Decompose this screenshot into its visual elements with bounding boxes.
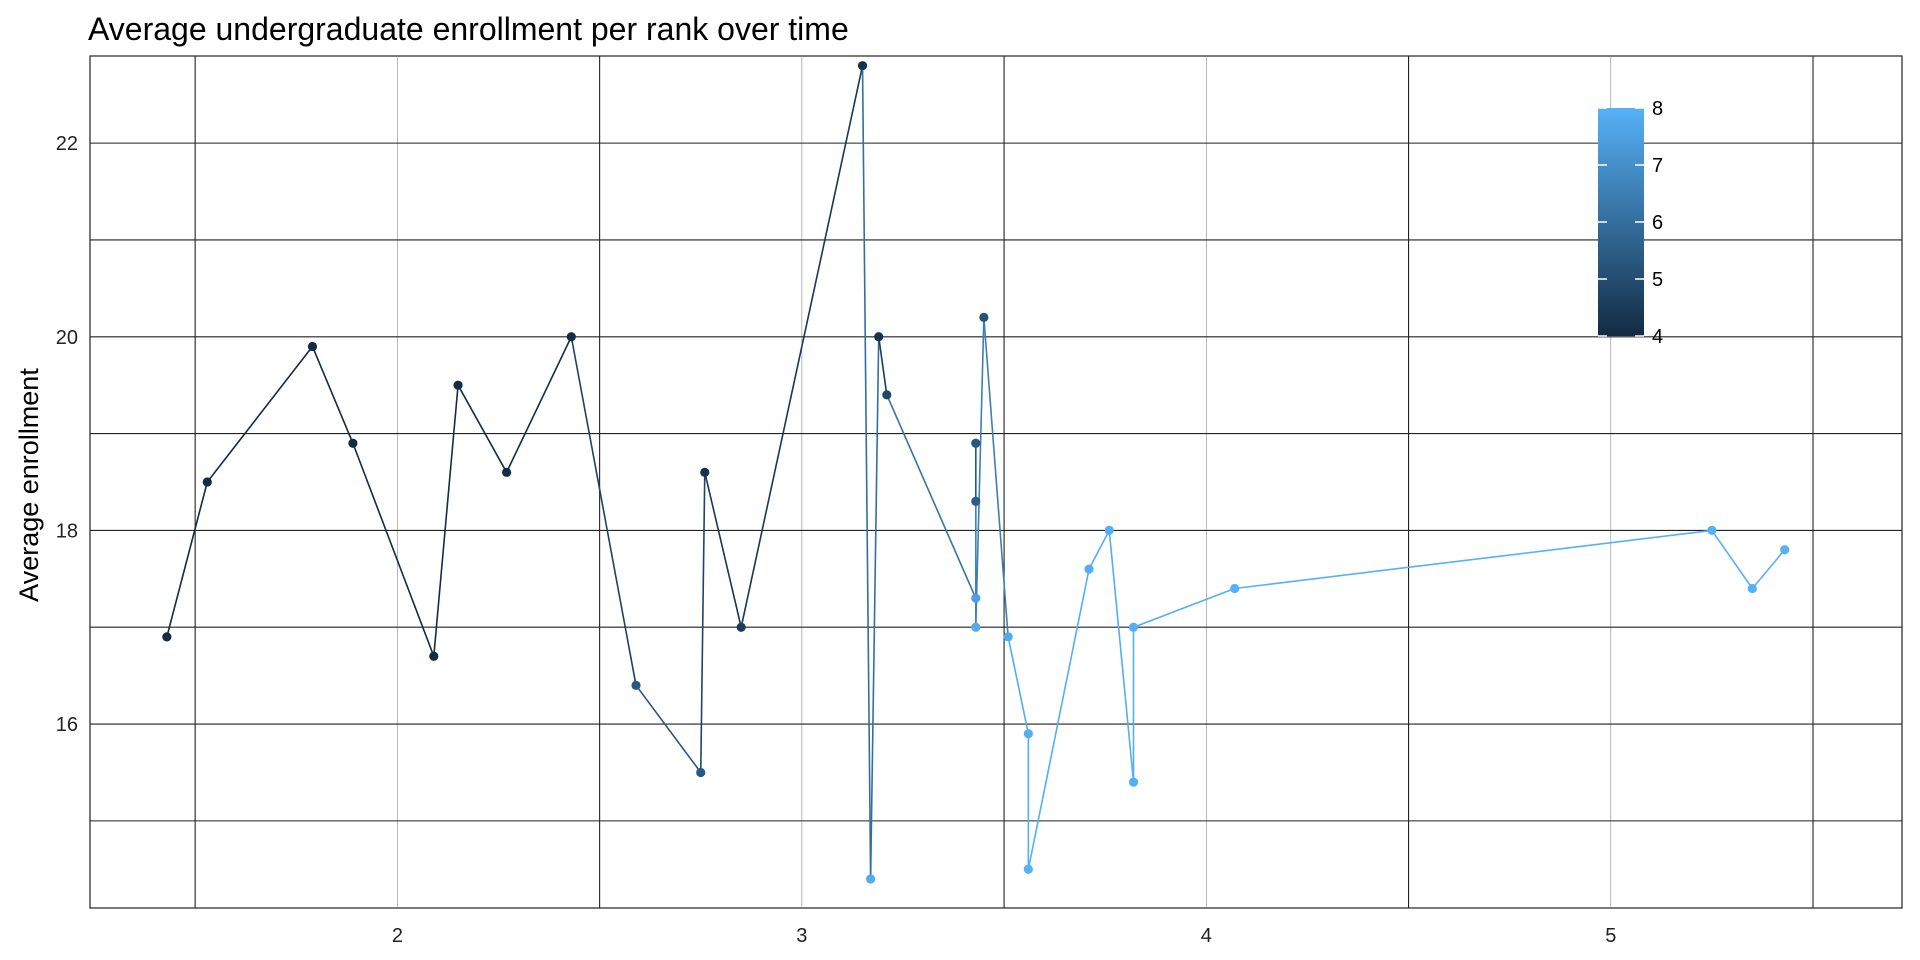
- x-tick-label: 3: [796, 925, 807, 947]
- data-point: [1230, 583, 1240, 594]
- data-point: [348, 438, 358, 448]
- series-segment: [869, 336, 880, 879]
- colorbar-label: 4: [1652, 326, 1663, 348]
- data-point: [1084, 564, 1094, 574]
- data-point: [1128, 622, 1139, 632]
- data-point: [882, 390, 892, 400]
- x-tick-label: 2: [392, 925, 403, 947]
- y-tick-label: 20: [56, 327, 78, 349]
- series-segment: [983, 317, 1009, 637]
- data-point: [979, 312, 989, 323]
- grid: [90, 56, 1902, 908]
- data-point: [1780, 545, 1790, 555]
- colorbar-label: 7: [1652, 155, 1663, 177]
- series-segment: [886, 394, 977, 599]
- series-segment: [1234, 529, 1712, 590]
- series-segment: [1751, 549, 1786, 590]
- data-point: [857, 61, 868, 71]
- series-segment: [206, 345, 314, 483]
- data-point: [202, 477, 212, 487]
- y-axis-title: Average enrollment: [14, 368, 44, 602]
- data-point: [501, 467, 512, 477]
- data-point: [1023, 864, 1033, 874]
- data-point: [971, 438, 981, 448]
- plot-panel: [89, 55, 1903, 909]
- data-point: [307, 341, 318, 352]
- data-point: [874, 332, 884, 342]
- colorbar-legend: 4 5 6 7 8: [1598, 98, 1663, 348]
- data-point: [1128, 777, 1139, 787]
- series-segment: [311, 346, 354, 444]
- colorbar-label: 8: [1652, 98, 1663, 120]
- series-segment: [570, 336, 637, 686]
- plot-border: [89, 55, 1903, 909]
- data-point: [696, 767, 706, 778]
- series-segment: [1007, 636, 1030, 734]
- series-segment: [432, 385, 459, 657]
- data-point: [971, 593, 981, 603]
- data-point: [631, 680, 641, 690]
- chart-title: Average undergraduate enrollment per ran…: [88, 11, 849, 47]
- series-segment: [974, 317, 985, 628]
- data-point: [1104, 525, 1114, 536]
- data-point: [971, 622, 981, 632]
- colorbar-label: 5: [1652, 269, 1663, 291]
- series-segment: [699, 472, 706, 773]
- series-segment: [505, 336, 573, 473]
- data-point: [1023, 729, 1033, 739]
- series-segment: [635, 684, 702, 773]
- series-segment: [1133, 587, 1235, 628]
- data-point: [429, 651, 439, 661]
- series-segment: [1711, 529, 1754, 589]
- y-axis: 16 18 20 22: [56, 133, 78, 736]
- series-segment: [704, 472, 742, 628]
- series-points: [162, 61, 1790, 884]
- data-point: [1707, 525, 1717, 536]
- y-tick-label: 16: [56, 714, 78, 736]
- data-point: [162, 632, 172, 642]
- series-segment: [740, 65, 864, 628]
- series-lines: [166, 65, 1786, 879]
- series-segment: [457, 384, 508, 473]
- series-segment: [1027, 568, 1090, 870]
- x-axis: 2 3 4 5: [392, 925, 1617, 947]
- y-tick-label: 18: [56, 520, 78, 542]
- data-point: [971, 496, 981, 506]
- data-point: [866, 874, 876, 884]
- series-segment: [861, 65, 872, 879]
- y-tick-label: 22: [56, 133, 78, 155]
- series-segment: [166, 481, 209, 638]
- series-segment: [877, 336, 888, 395]
- data-point: [736, 622, 746, 632]
- data-point: [453, 380, 463, 390]
- x-tick-label: 4: [1201, 925, 1212, 947]
- data-point: [566, 332, 576, 342]
- colorbar-label: 6: [1652, 212, 1663, 234]
- series-segment: [1108, 530, 1135, 783]
- series-segment: [1088, 530, 1110, 570]
- data-point: [700, 467, 710, 477]
- data-point: [1747, 583, 1757, 594]
- series-segment: [352, 442, 435, 657]
- x-tick-label: 5: [1605, 925, 1616, 947]
- data-point: [1003, 632, 1013, 642]
